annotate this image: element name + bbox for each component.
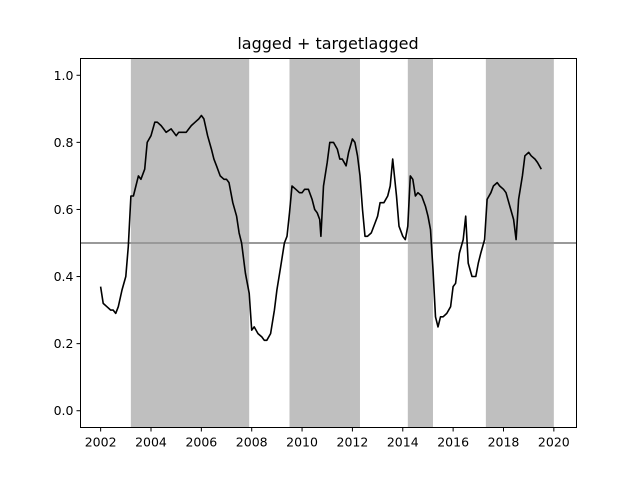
x-tick-label: 2018 bbox=[488, 435, 520, 450]
series-line-1 bbox=[99, 114, 542, 342]
series-group bbox=[99, 114, 542, 342]
chart-title: lagged + targetlagged bbox=[237, 34, 418, 53]
y-axis: 0.0 0.2 0.4 0.6 0.8 1.0 bbox=[54, 68, 81, 418]
x-tick-label: 2002 bbox=[85, 435, 117, 450]
y-tick-label: 0.0 bbox=[54, 403, 74, 418]
y-tick-label: 0.4 bbox=[54, 269, 74, 284]
x-tick-label: 2010 bbox=[286, 435, 318, 450]
x-tick-label: 2014 bbox=[387, 435, 419, 450]
y-tick-label: 0.8 bbox=[54, 135, 74, 150]
x-tick-label: 2016 bbox=[437, 435, 469, 450]
x-axis: 2002 2004 2006 2008 2010 2012 2014 2016 2018 2020 bbox=[85, 427, 570, 450]
x-tick-label: 2004 bbox=[135, 435, 167, 450]
x-tick-label: 2006 bbox=[185, 435, 217, 450]
x-tick-label: 2020 bbox=[538, 435, 570, 450]
y-tick-label: 1.0 bbox=[54, 68, 74, 83]
x-tick-label: 2012 bbox=[337, 435, 369, 450]
plot-frame bbox=[80, 58, 577, 428]
x-tick-label: 2008 bbox=[236, 435, 268, 450]
y-tick-label: 0.6 bbox=[54, 202, 74, 217]
y-tick-label: 0.2 bbox=[54, 336, 74, 351]
